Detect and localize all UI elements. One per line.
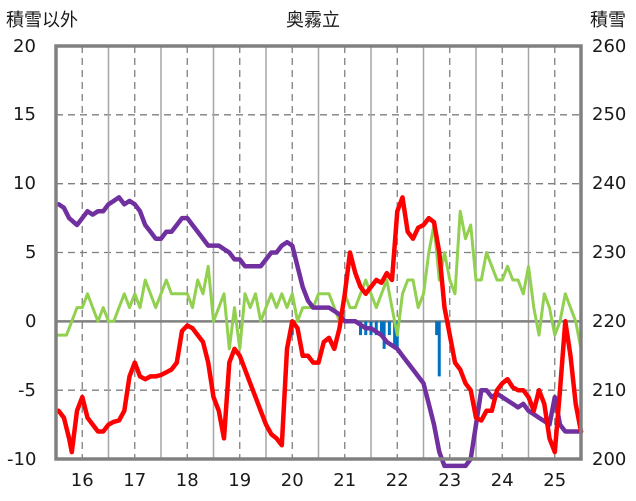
x-tick-label: 20	[280, 469, 304, 491]
right-tick-label: 240	[592, 173, 627, 195]
left-tick-label: 0	[25, 310, 37, 332]
right-tick-label: 260	[592, 35, 627, 57]
left-tick-label: 15	[13, 104, 36, 126]
plot-frame	[54, 44, 583, 461]
chart-title: 奥霧立	[286, 10, 340, 31]
right-axis-label: 積雪	[590, 10, 626, 31]
x-tick-label: 25	[543, 469, 567, 491]
left-tick-label: 10	[13, 173, 36, 195]
grid-lines	[56, 46, 581, 459]
x-tick-label: 21	[333, 469, 357, 491]
x-tick-label: 18	[175, 469, 199, 491]
red-series-line	[56, 195, 584, 455]
right-tick-label: 250	[592, 104, 627, 126]
right-tick-label: 220	[592, 310, 627, 332]
green-series-line	[57, 209, 583, 351]
right-tick-label: 200	[592, 448, 627, 470]
left-tick-label: 5	[25, 242, 37, 263]
left-axis-label: 積雪以外	[6, 10, 78, 31]
series-group	[56, 195, 584, 469]
left-tick-label: -5	[18, 379, 36, 401]
x-tick-label: 16	[70, 469, 94, 491]
x-tick-label: 22	[385, 469, 409, 491]
left-tick-label: 20	[13, 35, 36, 57]
x-tick-label: 24	[490, 469, 514, 491]
x-tick-label: 23	[438, 469, 462, 491]
x-tick-label: 19	[228, 469, 252, 491]
right-tick-label: 230	[592, 242, 627, 263]
x-tick-label: 17	[123, 469, 147, 491]
right-tick-label: 210	[592, 379, 627, 401]
left-tick-label: -10	[7, 448, 37, 470]
